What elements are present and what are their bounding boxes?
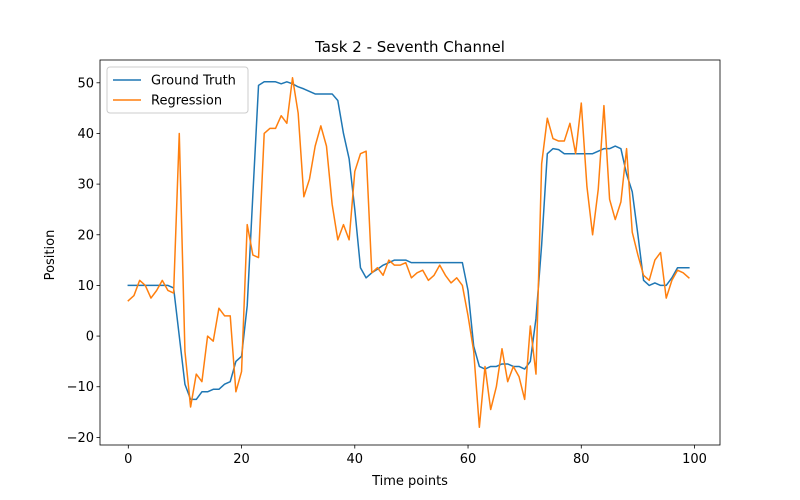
axes-frame: [99, 59, 721, 446]
x-tick-label: 80: [573, 452, 590, 467]
axes: 0 20 40 60 80 100 −20 −10 0 10 20 30 40 50: [67, 59, 721, 467]
x-tick-label: 40: [347, 452, 364, 467]
y-tick-label: 10: [77, 279, 94, 294]
chart-title: Task 2 - Seventh Channel: [314, 38, 505, 56]
x-tick-label: 20: [233, 452, 250, 467]
y-tick-label: 20: [77, 228, 94, 243]
legend-box: [106, 66, 249, 114]
legend-label: Regression: [151, 94, 222, 109]
y-tick-label: 50: [77, 76, 94, 91]
legend: Ground Truth Regression: [106, 66, 249, 114]
series-line-ground-truth: [127, 81, 690, 401]
plot-area: [127, 76, 690, 429]
series-line-regression: [127, 76, 690, 429]
x-tick-label: 100: [682, 452, 707, 467]
y-tick-label: 40: [77, 127, 94, 142]
y-tick-label: −20: [67, 431, 94, 446]
x-axis-label: Time points: [371, 474, 448, 489]
y-tick-label: 30: [77, 178, 94, 193]
x-tick-label: 0: [124, 452, 132, 467]
y-tick-label: −10: [67, 380, 94, 395]
x-tick-label: 60: [460, 452, 477, 467]
y-tick-label: 0: [86, 330, 94, 345]
legend-label: Ground Truth: [151, 74, 236, 89]
y-axis-label: Position: [43, 230, 58, 281]
